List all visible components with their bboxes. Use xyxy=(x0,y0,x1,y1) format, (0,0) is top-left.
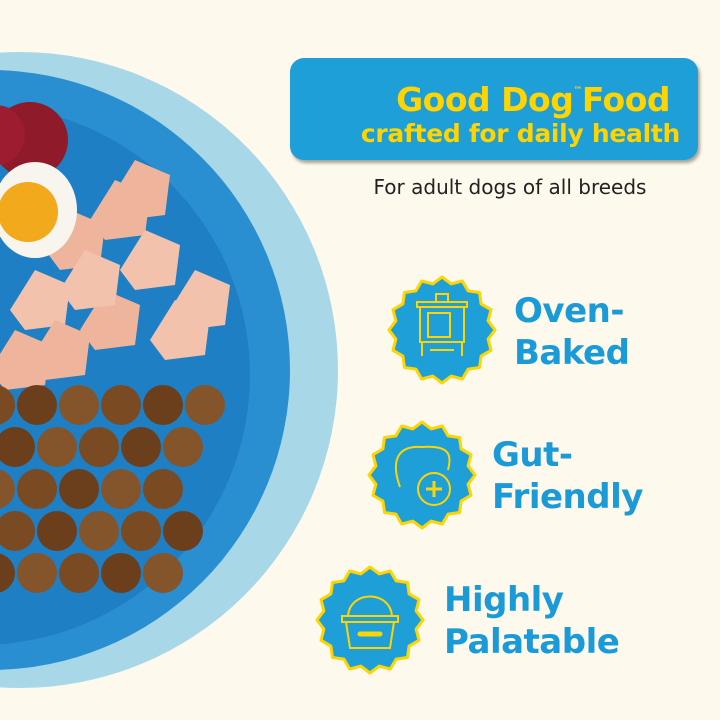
kibble xyxy=(59,469,99,509)
chicken-piece xyxy=(10,270,70,330)
kibble xyxy=(17,553,57,593)
tagline: crafted for daily health xyxy=(360,119,680,148)
kibble xyxy=(101,553,141,593)
kibble xyxy=(121,427,161,467)
trademark: ™ xyxy=(573,86,582,96)
feature-line: Oven- xyxy=(514,291,624,331)
feature-line: Gut- xyxy=(492,435,573,475)
brand-name: Good Dog xyxy=(396,80,574,119)
chicken-piece xyxy=(110,160,170,220)
kibble xyxy=(0,385,15,425)
chicken-piece xyxy=(80,290,140,350)
kibble xyxy=(79,511,119,551)
feature-gut-friendly: Gut- Friendly xyxy=(492,434,643,518)
feature-highly-palatable: Highly Palatable xyxy=(444,579,620,663)
kibble xyxy=(59,385,99,425)
subtitle: For adult dogs of all breeds xyxy=(373,175,647,199)
feature-line: Palatable xyxy=(444,622,620,662)
chicken-piece xyxy=(60,250,120,310)
kibble xyxy=(101,469,141,509)
chicken-piece xyxy=(0,330,50,390)
kibble xyxy=(0,511,35,551)
gut-health-icon xyxy=(367,420,477,530)
kibble xyxy=(163,427,203,467)
beet-slice xyxy=(0,105,25,165)
egg-yolk xyxy=(0,182,58,242)
kibble xyxy=(79,427,119,467)
feature-oven-baked: Oven- Baked xyxy=(514,290,630,374)
kibble xyxy=(0,553,15,593)
kibble xyxy=(37,427,77,467)
kibble xyxy=(185,385,225,425)
kibble xyxy=(163,511,203,551)
title-banner: Good Dog™Food crafted for daily health xyxy=(290,58,698,160)
kibble xyxy=(59,553,99,593)
kibble xyxy=(143,553,183,593)
kibble xyxy=(17,469,57,509)
kibble xyxy=(37,511,77,551)
brand-suffix: Food xyxy=(581,80,671,119)
feature-line: Highly xyxy=(444,580,564,620)
kibble xyxy=(0,469,15,509)
food-bowl-icon xyxy=(315,565,425,675)
kibble xyxy=(101,385,141,425)
chicken-piece xyxy=(170,270,230,330)
oven-icon xyxy=(387,275,497,385)
kibble xyxy=(0,427,35,467)
chicken-piece xyxy=(120,230,180,290)
kibble xyxy=(143,385,183,425)
food xyxy=(0,102,230,593)
feature-line: Friendly xyxy=(492,477,643,517)
kibble xyxy=(121,511,161,551)
feature-line: Baked xyxy=(514,333,630,373)
kibble xyxy=(17,385,57,425)
kibble xyxy=(143,469,183,509)
